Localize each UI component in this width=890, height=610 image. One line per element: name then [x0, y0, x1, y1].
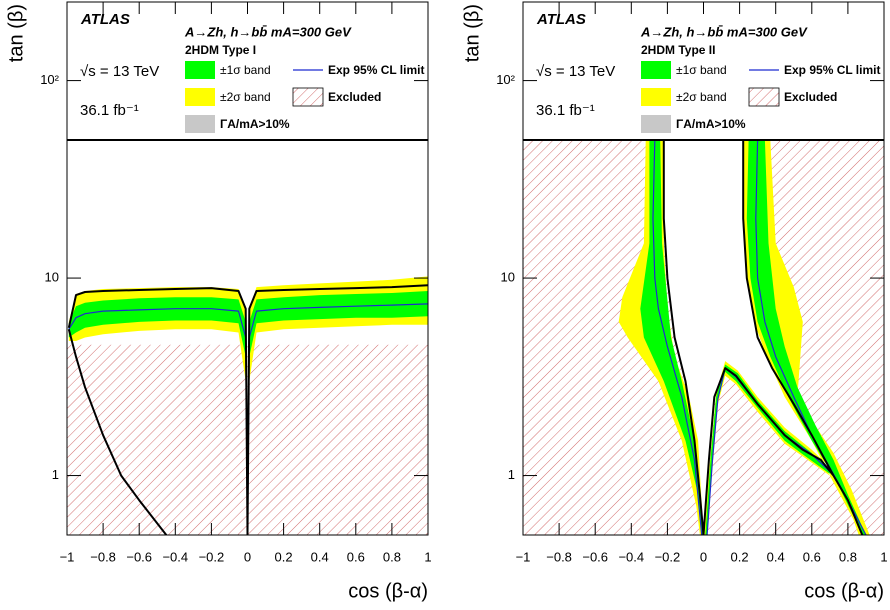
x-tick-label: −0.4: [618, 549, 644, 564]
excluded-region: [523, 140, 884, 535]
legend-swatch: [185, 61, 215, 79]
x-tick-label: 0: [700, 549, 707, 564]
model-label: 2HDM Type II: [641, 43, 715, 57]
panel: −1 −0.8 −0.6 −0.4 −0.2 0 0.2 0.4 0.6 0.8 1 1 10 10² co…: [5, 1, 432, 602]
x-tick-label: 0.4: [767, 549, 785, 564]
x-tick-label: −0.8: [546, 549, 572, 564]
legend-swatch: [185, 115, 215, 133]
energy-label: √s = 13 TeV: [80, 63, 159, 80]
y-tick-label: 1: [508, 467, 515, 482]
x-tick-label: 0.6: [803, 549, 821, 564]
experiment-label: ATLAS: [80, 11, 130, 28]
legend-background: [67, 2, 428, 141]
x-tick-label: 0.8: [383, 549, 401, 564]
contour-line: [67, 284, 428, 535]
x-tick-label: 1: [424, 549, 431, 564]
x-tick-label: −0.8: [90, 549, 116, 564]
experiment-label: ATLAS: [536, 11, 586, 28]
legend-label: Excluded: [784, 90, 837, 104]
panel: −1 −0.8 −0.6 −0.4 −0.2 0 0.2 0.4 0.6 0.8 1 1 10 10² co…: [461, 1, 888, 602]
x-tick-label: 0.8: [839, 549, 857, 564]
y-axis-label: tan (β): [5, 4, 27, 62]
plot-area: [67, 276, 428, 535]
band: [68, 291, 428, 357]
energy-label: √s = 13 TeV: [536, 63, 615, 80]
legend-label: Exp 95% CL limit: [328, 63, 424, 77]
x-tick-label: −0.2: [199, 549, 225, 564]
x-tick-label: 0.4: [311, 549, 329, 564]
x-axis-label: cos (β-α): [348, 580, 428, 602]
y-tick-label: 10: [45, 270, 59, 285]
legend-swatch: [292, 87, 324, 107]
legend-label: ΓA/mA>10%: [220, 117, 290, 131]
x-axis-label: cos (β-α): [804, 580, 884, 602]
x-tick-label: 0.2: [275, 549, 293, 564]
band: [640, 140, 866, 535]
legend-swatch: [641, 88, 671, 106]
x-tick-label: 0.2: [731, 549, 749, 564]
x-tick-label: −0.4: [162, 549, 188, 564]
legend-label: Excluded: [328, 90, 381, 104]
legend-label: ±1σ band: [676, 63, 727, 77]
x-tick-label: 0: [244, 549, 251, 564]
legend-swatch: [185, 88, 215, 106]
y-axis-label: tan (β): [461, 4, 483, 62]
x-tick-label: −1: [516, 549, 531, 564]
x-tick-label: −1: [60, 549, 75, 564]
legend-label: ±2σ band: [220, 90, 271, 104]
x-tick-label: 1: [880, 549, 887, 564]
plot-area: [523, 139, 884, 535]
luminosity-label: 36.1 fb⁻¹: [80, 102, 139, 119]
x-tick-label: −0.2: [655, 549, 681, 564]
x-tick-label: 0.6: [347, 549, 365, 564]
legend-swatch: [748, 87, 780, 107]
process-label: A→Zh, h→bb̄ mA=300 GeV: [640, 24, 808, 39]
x-tick-label: −0.6: [126, 549, 152, 564]
process-label: A→Zh, h→bb̄ mA=300 GeV: [184, 24, 352, 39]
y-tick-label: 10²: [40, 72, 59, 87]
model-label: 2HDM Type I: [185, 43, 256, 57]
luminosity-label: 36.1 fb⁻¹: [536, 102, 595, 119]
band: [618, 140, 870, 535]
y-tick-label: 1: [52, 467, 59, 482]
legend-label: ±2σ band: [676, 90, 727, 104]
x-tick-label: −0.6: [582, 549, 608, 564]
legend-swatch: [641, 61, 671, 79]
contour-line: [662, 140, 864, 535]
y-tick-label: 10: [501, 270, 515, 285]
legend-swatch: [641, 115, 671, 133]
legend-label: ±1σ band: [220, 63, 271, 77]
legend-background: [523, 2, 884, 141]
y-tick-label: 10²: [496, 72, 515, 87]
legend-label: Exp 95% CL limit: [784, 63, 880, 77]
legend-label: ΓA/mA>10%: [676, 117, 746, 131]
